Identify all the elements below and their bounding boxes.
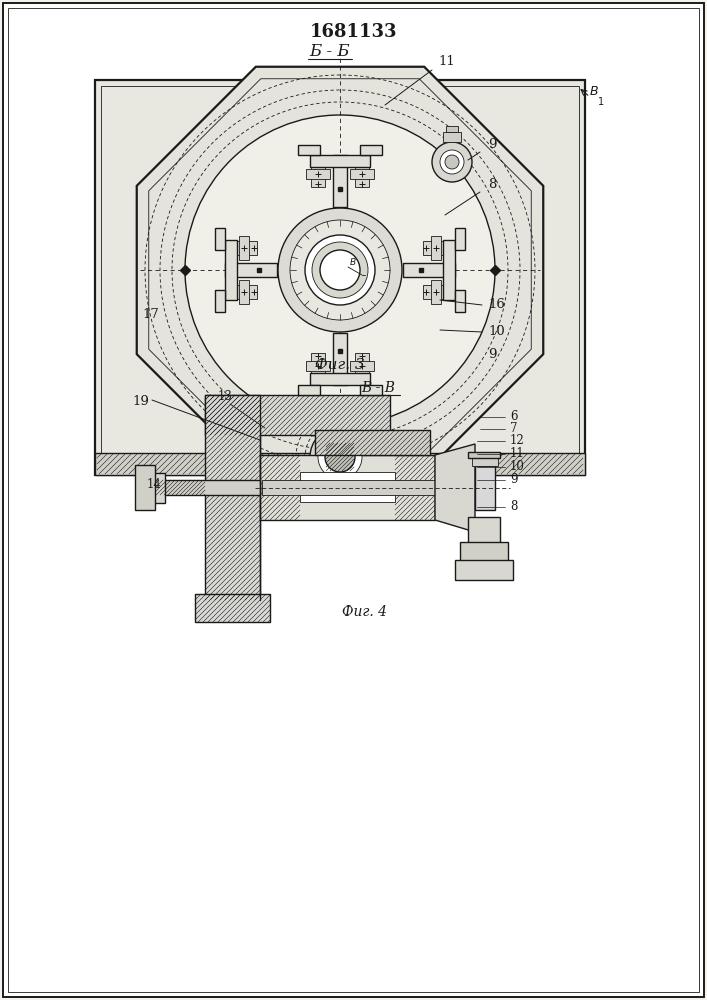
Bar — [472, 458, 498, 466]
Bar — [262, 480, 492, 495]
Bar — [145, 473, 165, 503]
Circle shape — [445, 155, 459, 169]
Bar — [443, 240, 455, 300]
Bar — [225, 240, 237, 300]
Circle shape — [310, 427, 370, 487]
Circle shape — [318, 435, 362, 479]
Bar — [306, 361, 330, 371]
Text: 11: 11 — [510, 447, 525, 460]
Bar — [205, 395, 260, 600]
Bar — [155, 480, 260, 495]
Circle shape — [432, 142, 472, 182]
Bar — [95, 80, 585, 475]
Circle shape — [325, 442, 355, 472]
Text: В: В — [350, 258, 356, 267]
Bar — [311, 353, 325, 375]
Bar — [311, 165, 325, 187]
Bar — [239, 280, 249, 304]
Bar — [431, 236, 441, 260]
Bar — [300, 472, 395, 502]
Bar — [239, 236, 249, 260]
Bar — [101, 86, 579, 469]
Text: 16: 16 — [488, 298, 505, 311]
Text: 1: 1 — [598, 97, 604, 107]
Text: 12: 12 — [510, 434, 525, 447]
Text: 19: 19 — [132, 395, 149, 408]
Bar — [431, 280, 441, 304]
Bar — [460, 542, 508, 562]
Circle shape — [312, 242, 368, 298]
Bar — [260, 455, 435, 520]
Text: 9: 9 — [510, 473, 518, 486]
Bar — [225, 263, 277, 277]
Bar — [360, 145, 382, 155]
Text: Фиг. 3: Фиг. 3 — [315, 358, 365, 372]
Text: 9: 9 — [488, 348, 496, 361]
Bar — [446, 126, 458, 132]
Text: 14: 14 — [147, 478, 162, 491]
Bar — [315, 430, 430, 455]
Text: В - В: В - В — [361, 381, 395, 395]
Bar — [355, 165, 369, 187]
Text: 11: 11 — [438, 55, 455, 68]
Bar — [333, 155, 347, 207]
Bar — [468, 517, 500, 545]
Bar — [403, 263, 455, 277]
Text: 8: 8 — [488, 178, 496, 191]
Bar — [298, 385, 320, 395]
Text: Фиг. 4: Фиг. 4 — [342, 605, 387, 619]
Circle shape — [305, 235, 375, 305]
Bar — [455, 560, 513, 580]
Bar — [298, 145, 320, 155]
Text: 7: 7 — [510, 422, 518, 435]
Bar — [455, 228, 465, 250]
Bar — [423, 241, 445, 255]
Text: 1681133: 1681133 — [309, 23, 397, 41]
Polygon shape — [435, 444, 475, 532]
Bar — [135, 465, 155, 510]
Circle shape — [320, 250, 360, 290]
Text: 13: 13 — [218, 390, 233, 403]
Bar — [455, 290, 465, 312]
Bar — [333, 333, 347, 385]
Text: 17: 17 — [142, 308, 159, 321]
Circle shape — [185, 115, 495, 425]
Bar — [310, 155, 370, 167]
Bar — [205, 395, 390, 435]
Bar — [350, 169, 374, 179]
Bar — [355, 353, 369, 375]
Bar — [95, 453, 585, 475]
Bar — [235, 241, 257, 255]
Bar — [235, 285, 257, 299]
Bar — [215, 290, 225, 312]
Bar — [195, 594, 270, 622]
Text: В: В — [590, 85, 599, 98]
Text: 6: 6 — [510, 410, 518, 423]
Bar — [443, 132, 461, 142]
Text: 10: 10 — [510, 460, 525, 473]
Circle shape — [440, 150, 464, 174]
Bar — [423, 285, 445, 299]
Text: 8: 8 — [510, 500, 518, 513]
Polygon shape — [136, 67, 543, 473]
Circle shape — [278, 208, 402, 332]
Bar — [360, 385, 382, 395]
Text: 9: 9 — [488, 138, 496, 151]
Bar — [310, 373, 370, 385]
Bar — [215, 228, 225, 250]
Bar — [475, 466, 495, 510]
Bar — [468, 452, 500, 458]
Bar — [306, 169, 330, 179]
Text: 10: 10 — [488, 325, 505, 338]
Text: Б - Б: Б - Б — [310, 43, 350, 60]
Circle shape — [290, 220, 390, 320]
Bar — [350, 361, 374, 371]
